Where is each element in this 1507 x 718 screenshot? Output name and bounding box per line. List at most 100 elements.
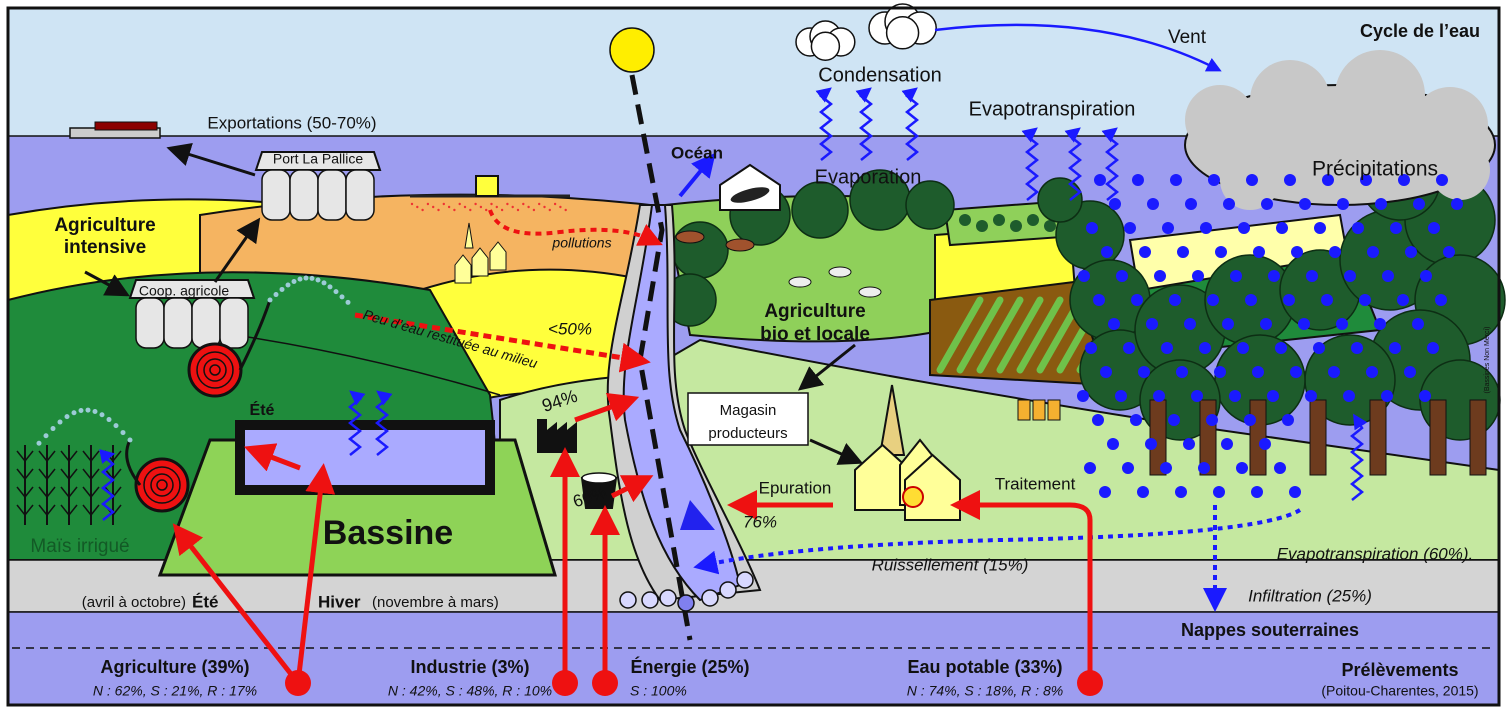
rain-cloud: [1430, 140, 1490, 200]
pebble: [678, 595, 694, 611]
spray-drop: [328, 284, 333, 289]
rain-drop: [1375, 198, 1387, 210]
sheep: [829, 267, 851, 277]
pebble: [737, 572, 753, 588]
spray-drop: [51, 426, 56, 431]
spray-drop: [527, 206, 529, 208]
rain-drop: [1397, 294, 1409, 306]
cow: [676, 231, 704, 243]
spray-drop: [427, 203, 429, 205]
spray-drop: [480, 206, 482, 208]
rain-drop: [1253, 246, 1265, 258]
spray-drop: [93, 409, 98, 414]
label: Bassine: [323, 514, 453, 552]
spray-drop: [538, 203, 540, 205]
rain-drop: [1116, 270, 1128, 282]
spray-drop: [268, 298, 273, 303]
rain-drop: [1343, 390, 1355, 402]
tree-trunk: [1250, 400, 1266, 475]
spray-drop: [298, 277, 303, 282]
label: Coop. agricole: [139, 283, 229, 299]
rain-drop: [1381, 390, 1393, 402]
label: Nappes souterraines: [1181, 620, 1359, 640]
spray-drop: [346, 300, 351, 305]
spray-drop: [58, 420, 63, 425]
rain-drop: [1077, 390, 1089, 402]
rain-drop: [1200, 222, 1212, 234]
spray-drop: [72, 410, 77, 415]
rain-drop: [1198, 462, 1210, 474]
rain-drop: [1084, 462, 1096, 474]
spray-drop: [280, 287, 285, 292]
spray-drop: [512, 206, 514, 208]
spray-drop: [79, 408, 84, 413]
coop-silo: [192, 298, 220, 348]
pebble: [702, 590, 718, 606]
spray-drop: [114, 423, 119, 428]
rain-drop: [1389, 342, 1401, 354]
rain-drop: [1366, 366, 1378, 378]
spray-drop: [322, 280, 327, 285]
rain-drop: [1222, 318, 1234, 330]
spray-drop: [565, 209, 567, 211]
rain-drop: [1230, 270, 1242, 282]
tree-trunk: [1370, 400, 1386, 475]
rain-drop: [1122, 462, 1134, 474]
rain-drop: [1162, 222, 1174, 234]
rain-drop: [1199, 342, 1211, 354]
orchard-tree: [976, 220, 988, 232]
rain-drop: [1412, 318, 1424, 330]
rain-drop: [1085, 342, 1097, 354]
rain-drop: [1115, 390, 1127, 402]
rain-drop: [1313, 342, 1325, 354]
label: Précipitations: [1312, 158, 1438, 181]
rain-drop: [1382, 270, 1394, 282]
rain-drop: [1160, 462, 1172, 474]
sheep: [859, 287, 881, 297]
spray-drop: [416, 206, 418, 208]
rain-drop: [1329, 246, 1341, 258]
coop-silo: [164, 298, 192, 348]
rain-drop: [1252, 366, 1264, 378]
rain-drop: [1146, 318, 1158, 330]
rain-drop: [1261, 198, 1273, 210]
rain-drop: [1221, 438, 1233, 450]
beehive: [1018, 400, 1030, 420]
spray-drop: [522, 203, 524, 205]
tractor: [476, 176, 498, 196]
rain-drop: [1246, 174, 1258, 186]
orchard-tree: [1027, 214, 1039, 226]
label: Maïs irrigué: [30, 536, 129, 557]
rain-drop: [1336, 318, 1348, 330]
tree-crown: [792, 182, 848, 238]
label: Hiver: [318, 592, 361, 611]
sheep: [789, 277, 811, 287]
spray-drop: [411, 203, 413, 205]
rain-drop: [1374, 318, 1386, 330]
rain-drop: [1344, 270, 1356, 282]
spray-drop: [432, 206, 434, 208]
rain-drop: [1093, 294, 1105, 306]
water-cycle-diagram: Cycle de l’eau Vent Condensation Evapotr…: [0, 0, 1507, 713]
rain-drop: [1291, 246, 1303, 258]
spray-drop: [437, 209, 439, 211]
label: Condensation: [818, 64, 941, 86]
tree-trunk: [1470, 400, 1486, 475]
rain-drop: [1132, 174, 1144, 186]
rain-drop: [1245, 294, 1257, 306]
spray-drop: [549, 209, 551, 211]
diagram-title: Cycle de l’eau: [1360, 21, 1480, 41]
withdrawal-detail: S : 100%: [630, 683, 687, 699]
rain-drop: [1208, 174, 1220, 186]
withdrawal-detail: N : 42%, S : 48%, R : 10%: [388, 683, 552, 699]
rain-drop: [1268, 270, 1280, 282]
pebble: [620, 592, 636, 608]
rain-drop: [1145, 438, 1157, 450]
withdrawal-label: Industrie (3%): [410, 657, 529, 677]
rain-drop: [1099, 486, 1111, 498]
rain-drop: [1274, 462, 1286, 474]
rain-drop: [1260, 318, 1272, 330]
rain-drop: [1170, 174, 1182, 186]
label: Océan: [671, 143, 723, 162]
rain-drop: [1177, 246, 1189, 258]
